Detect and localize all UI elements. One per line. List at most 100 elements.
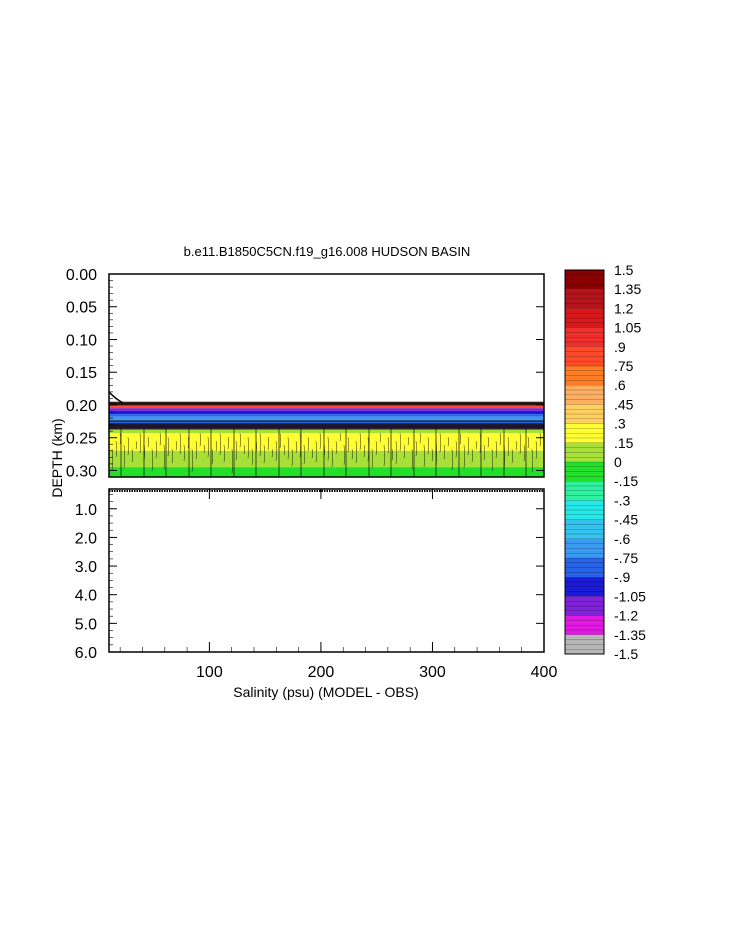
colorbar-frame [564, 269, 605, 655]
contour-line [291, 449, 294, 467]
contour-line [287, 437, 290, 460]
colorbar-label: .75 [614, 358, 634, 374]
contour-line [455, 441, 458, 458]
contour-line [487, 437, 490, 448]
contour-line [123, 445, 126, 469]
upper-contour-fill [109, 391, 544, 477]
contour-line [203, 445, 206, 454]
y-tick-label: 0.30 [66, 463, 97, 480]
colorbar-label: -1.05 [614, 588, 646, 604]
contour-line [279, 433, 282, 449]
colorbar-label: -.15 [614, 473, 638, 489]
contour-line [467, 437, 470, 456]
contour-line [235, 441, 238, 461]
upper-y-axis: 0.00 0.05 0.10 0.15 0.20 0.25 0.30 [66, 267, 544, 480]
contour-line [523, 445, 526, 462]
contour-line [483, 445, 486, 461]
y-tick-label: 0.10 [66, 332, 97, 349]
contour-line [167, 437, 170, 457]
contour-line [407, 437, 410, 446]
colorbar-label: -1.5 [614, 646, 638, 662]
chart-title: b.e11.B1850C5CN.f19_g16.008 HUDSON BASIN [184, 244, 471, 259]
contour-line [215, 441, 218, 452]
contour-line [383, 445, 386, 467]
contour-band [109, 414, 544, 417]
contour-line [463, 445, 466, 469]
colorbar-label: 1.2 [614, 300, 634, 316]
contour-band [109, 428, 544, 434]
contour-line [303, 445, 306, 465]
contour-line [339, 433, 342, 442]
colorbar-label: .15 [614, 435, 634, 451]
contour-line [515, 441, 518, 451]
contour-line [423, 445, 426, 468]
dense-contour-band [109, 420, 544, 422]
colorbar: 1.5 1.35 1.2 1.05 .9 .75 .6 .45 .3 .15 0 -.15 -.3 -.4… [564, 262, 646, 662]
y-tick-label: 0.15 [66, 365, 97, 382]
contour-line [443, 445, 446, 460]
contour-band [109, 408, 544, 411]
contour-line [171, 449, 174, 464]
y-tick-label: 6.0 [75, 645, 97, 662]
y-tick-label: 2.0 [75, 530, 97, 547]
colorbar-label: -.45 [614, 512, 638, 528]
contour-line [211, 449, 214, 465]
contour-line [115, 441, 118, 458]
contour-band [109, 420, 544, 425]
contour-line [447, 437, 450, 447]
contour-line [227, 437, 230, 450]
contour-band [109, 467, 544, 477]
contour-line [379, 433, 382, 443]
contour-line [527, 437, 530, 449]
x-axis-label: Salinity (psu) (MODEL - OBS) [233, 684, 418, 700]
x-tick-label: 200 [308, 664, 335, 681]
y-tick-label: 4.0 [75, 588, 97, 605]
contour-line [459, 433, 462, 445]
x-tick-label: 400 [531, 664, 558, 681]
y-tick-label: 0.00 [66, 267, 97, 284]
y-tick-label: 1.0 [75, 502, 97, 519]
colorbar-label: 1.5 [614, 262, 634, 278]
contour-line [475, 441, 478, 450]
contour-line [499, 433, 502, 446]
contour-line [331, 449, 334, 468]
contour-band [109, 405, 544, 409]
contour-line [131, 449, 134, 463]
contour-line [243, 445, 246, 455]
x-tick-label: 100 [196, 664, 223, 681]
contour-line [371, 449, 374, 469]
contour-line [451, 449, 454, 471]
surface-contour [109, 391, 124, 404]
dense-contour-band [109, 401, 544, 406]
contour-line [175, 441, 178, 451]
contour-line [415, 441, 418, 457]
contour-line [151, 449, 154, 472]
contour-line [259, 433, 262, 457]
contour-line [159, 433, 162, 446]
contour-line [127, 437, 130, 456]
contour-line [307, 437, 310, 452]
contour-line [519, 433, 522, 455]
contour-line [223, 445, 226, 463]
contour-line [471, 449, 474, 463]
contour-line [411, 449, 414, 470]
contour-line [195, 441, 198, 460]
contour-line [439, 433, 442, 453]
contour-line [247, 437, 250, 459]
contour-line [231, 449, 234, 474]
colorbar-label: -.9 [614, 569, 631, 585]
contour-line [327, 437, 330, 461]
contour-band [109, 450, 544, 468]
y-tick-label: 3.0 [75, 559, 97, 576]
contour-line [179, 433, 182, 455]
contour-line [139, 433, 142, 454]
contour-line [335, 441, 338, 455]
colorbar-label: 1.05 [614, 320, 641, 336]
contour-line [391, 449, 394, 461]
contour-line [395, 441, 398, 465]
dense-contour-band [109, 423, 544, 430]
colorbar-label: -.6 [614, 531, 631, 547]
contour-line [387, 437, 390, 454]
contour-line [495, 441, 498, 459]
contour-line [239, 433, 242, 448]
